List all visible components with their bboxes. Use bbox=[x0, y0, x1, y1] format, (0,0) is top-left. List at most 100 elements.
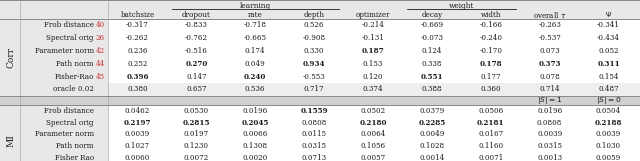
Text: -0.317: -0.317 bbox=[126, 21, 149, 29]
Text: -0.240: -0.240 bbox=[479, 34, 502, 42]
Text: 0.153: 0.153 bbox=[363, 60, 383, 68]
Text: $\Psi$: $\Psi$ bbox=[605, 10, 612, 19]
Text: $|S| = 1$: $|S| = 1$ bbox=[537, 95, 562, 106]
Text: width: width bbox=[481, 10, 501, 19]
Text: Spectral orig: Spectral orig bbox=[47, 119, 94, 127]
Text: -0.131: -0.131 bbox=[362, 34, 385, 42]
Text: -0.262: -0.262 bbox=[126, 34, 149, 42]
Text: 0.1028: 0.1028 bbox=[419, 142, 444, 150]
Text: rate: rate bbox=[248, 10, 262, 19]
Text: 0.187: 0.187 bbox=[362, 47, 384, 55]
Text: 0.0502: 0.0502 bbox=[360, 107, 385, 115]
Text: 0.0071: 0.0071 bbox=[478, 154, 504, 161]
Text: 0.373: 0.373 bbox=[538, 60, 561, 68]
Text: learning: learning bbox=[239, 1, 271, 9]
Text: Frob distance: Frob distance bbox=[44, 107, 94, 115]
Text: Fisher-Rao: Fisher-Rao bbox=[54, 73, 94, 81]
Text: 0.0059: 0.0059 bbox=[596, 154, 621, 161]
Text: Parameter norm: Parameter norm bbox=[35, 47, 94, 55]
Text: optimizer: optimizer bbox=[356, 10, 390, 19]
Text: -0.263: -0.263 bbox=[538, 21, 561, 29]
Text: -0.762: -0.762 bbox=[185, 34, 208, 42]
Text: 0.536: 0.536 bbox=[245, 85, 266, 93]
Text: 0.073: 0.073 bbox=[540, 47, 560, 55]
Text: -0.516: -0.516 bbox=[185, 47, 208, 55]
Text: 0.0049: 0.0049 bbox=[419, 131, 445, 138]
Text: Frob distance: Frob distance bbox=[44, 21, 94, 29]
Text: 0.0315: 0.0315 bbox=[301, 142, 326, 150]
Text: 0.0064: 0.0064 bbox=[360, 131, 386, 138]
Text: 0.120: 0.120 bbox=[363, 73, 383, 81]
Text: 0.1056: 0.1056 bbox=[360, 142, 385, 150]
Text: Corr: Corr bbox=[6, 47, 15, 68]
Text: 0.1308: 0.1308 bbox=[243, 142, 268, 150]
Text: 0.388: 0.388 bbox=[422, 85, 442, 93]
Text: 45: 45 bbox=[96, 73, 105, 81]
Text: 0.396: 0.396 bbox=[126, 73, 148, 81]
Text: Path norm: Path norm bbox=[56, 60, 94, 68]
Text: weight: weight bbox=[449, 1, 474, 9]
Text: 0.1030: 0.1030 bbox=[596, 142, 621, 150]
Text: -0.073: -0.073 bbox=[420, 34, 444, 42]
Text: 0.0072: 0.0072 bbox=[184, 154, 209, 161]
Text: -0.434: -0.434 bbox=[597, 34, 620, 42]
Text: -0.665: -0.665 bbox=[244, 34, 267, 42]
Text: -0.341: -0.341 bbox=[597, 21, 620, 29]
Text: 0.1559: 0.1559 bbox=[300, 107, 328, 115]
Text: 0.0504: 0.0504 bbox=[596, 107, 621, 115]
Text: 0.0530: 0.0530 bbox=[184, 107, 209, 115]
Text: batchsize: batchsize bbox=[120, 10, 155, 19]
Text: 0.330: 0.330 bbox=[304, 47, 324, 55]
Text: $|S| = 0$: $|S| = 0$ bbox=[596, 95, 621, 106]
Text: 0.049: 0.049 bbox=[245, 60, 266, 68]
Text: 0.174: 0.174 bbox=[245, 47, 266, 55]
Text: 0.0379: 0.0379 bbox=[419, 107, 445, 115]
Text: 0.487: 0.487 bbox=[598, 85, 619, 93]
Text: 0.1027: 0.1027 bbox=[125, 142, 150, 150]
Text: 0.078: 0.078 bbox=[540, 73, 560, 81]
Text: 0.0808: 0.0808 bbox=[537, 119, 563, 127]
Text: 44: 44 bbox=[96, 60, 105, 68]
Text: 0.934: 0.934 bbox=[303, 60, 325, 68]
Text: -0.718: -0.718 bbox=[244, 21, 267, 29]
Text: MI: MI bbox=[6, 134, 15, 147]
Text: 0.714: 0.714 bbox=[540, 85, 560, 93]
Text: 0.252: 0.252 bbox=[127, 60, 148, 68]
Text: 0.338: 0.338 bbox=[422, 60, 442, 68]
Text: 0.0196: 0.0196 bbox=[243, 107, 268, 115]
Text: 0.2815: 0.2815 bbox=[182, 119, 210, 127]
Text: -0.833: -0.833 bbox=[185, 21, 208, 29]
Text: -0.537: -0.537 bbox=[538, 34, 561, 42]
Text: 0.0039: 0.0039 bbox=[125, 131, 150, 138]
Text: -0.553: -0.553 bbox=[303, 73, 326, 81]
Text: 0.0167: 0.0167 bbox=[478, 131, 504, 138]
Text: oracle 0.02: oracle 0.02 bbox=[53, 85, 94, 93]
Text: 0.0115: 0.0115 bbox=[301, 131, 326, 138]
Text: depth: depth bbox=[303, 10, 324, 19]
Text: -0.166: -0.166 bbox=[479, 21, 502, 29]
Text: Parameter norm: Parameter norm bbox=[35, 131, 94, 138]
Text: 0.0808: 0.0808 bbox=[301, 119, 327, 127]
Text: 0.2181: 0.2181 bbox=[477, 119, 504, 127]
Text: 0.240: 0.240 bbox=[244, 73, 266, 81]
Bar bbox=[0, 0, 640, 19]
Text: 0.1160: 0.1160 bbox=[478, 142, 503, 150]
Text: Spectral orig: Spectral orig bbox=[47, 34, 94, 42]
Text: 0.380: 0.380 bbox=[127, 85, 148, 93]
Text: 0.374: 0.374 bbox=[363, 85, 383, 93]
Text: 0.2045: 0.2045 bbox=[241, 119, 269, 127]
Text: 0.178: 0.178 bbox=[479, 60, 502, 68]
Text: decay: decay bbox=[421, 10, 442, 19]
Text: 0.657: 0.657 bbox=[186, 85, 207, 93]
Text: 0.2180: 0.2180 bbox=[359, 119, 387, 127]
Text: overall $\tau$: overall $\tau$ bbox=[533, 9, 566, 19]
Text: 0.154: 0.154 bbox=[598, 73, 619, 81]
Text: -0.669: -0.669 bbox=[420, 21, 444, 29]
Text: 0.551: 0.551 bbox=[420, 73, 444, 81]
Text: 0.2188: 0.2188 bbox=[595, 119, 622, 127]
Bar bbox=[0, 0, 108, 161]
Text: 42: 42 bbox=[96, 47, 105, 55]
Text: 0.717: 0.717 bbox=[304, 85, 324, 93]
Text: 0.1230: 0.1230 bbox=[184, 142, 209, 150]
Text: 0.0014: 0.0014 bbox=[419, 154, 445, 161]
